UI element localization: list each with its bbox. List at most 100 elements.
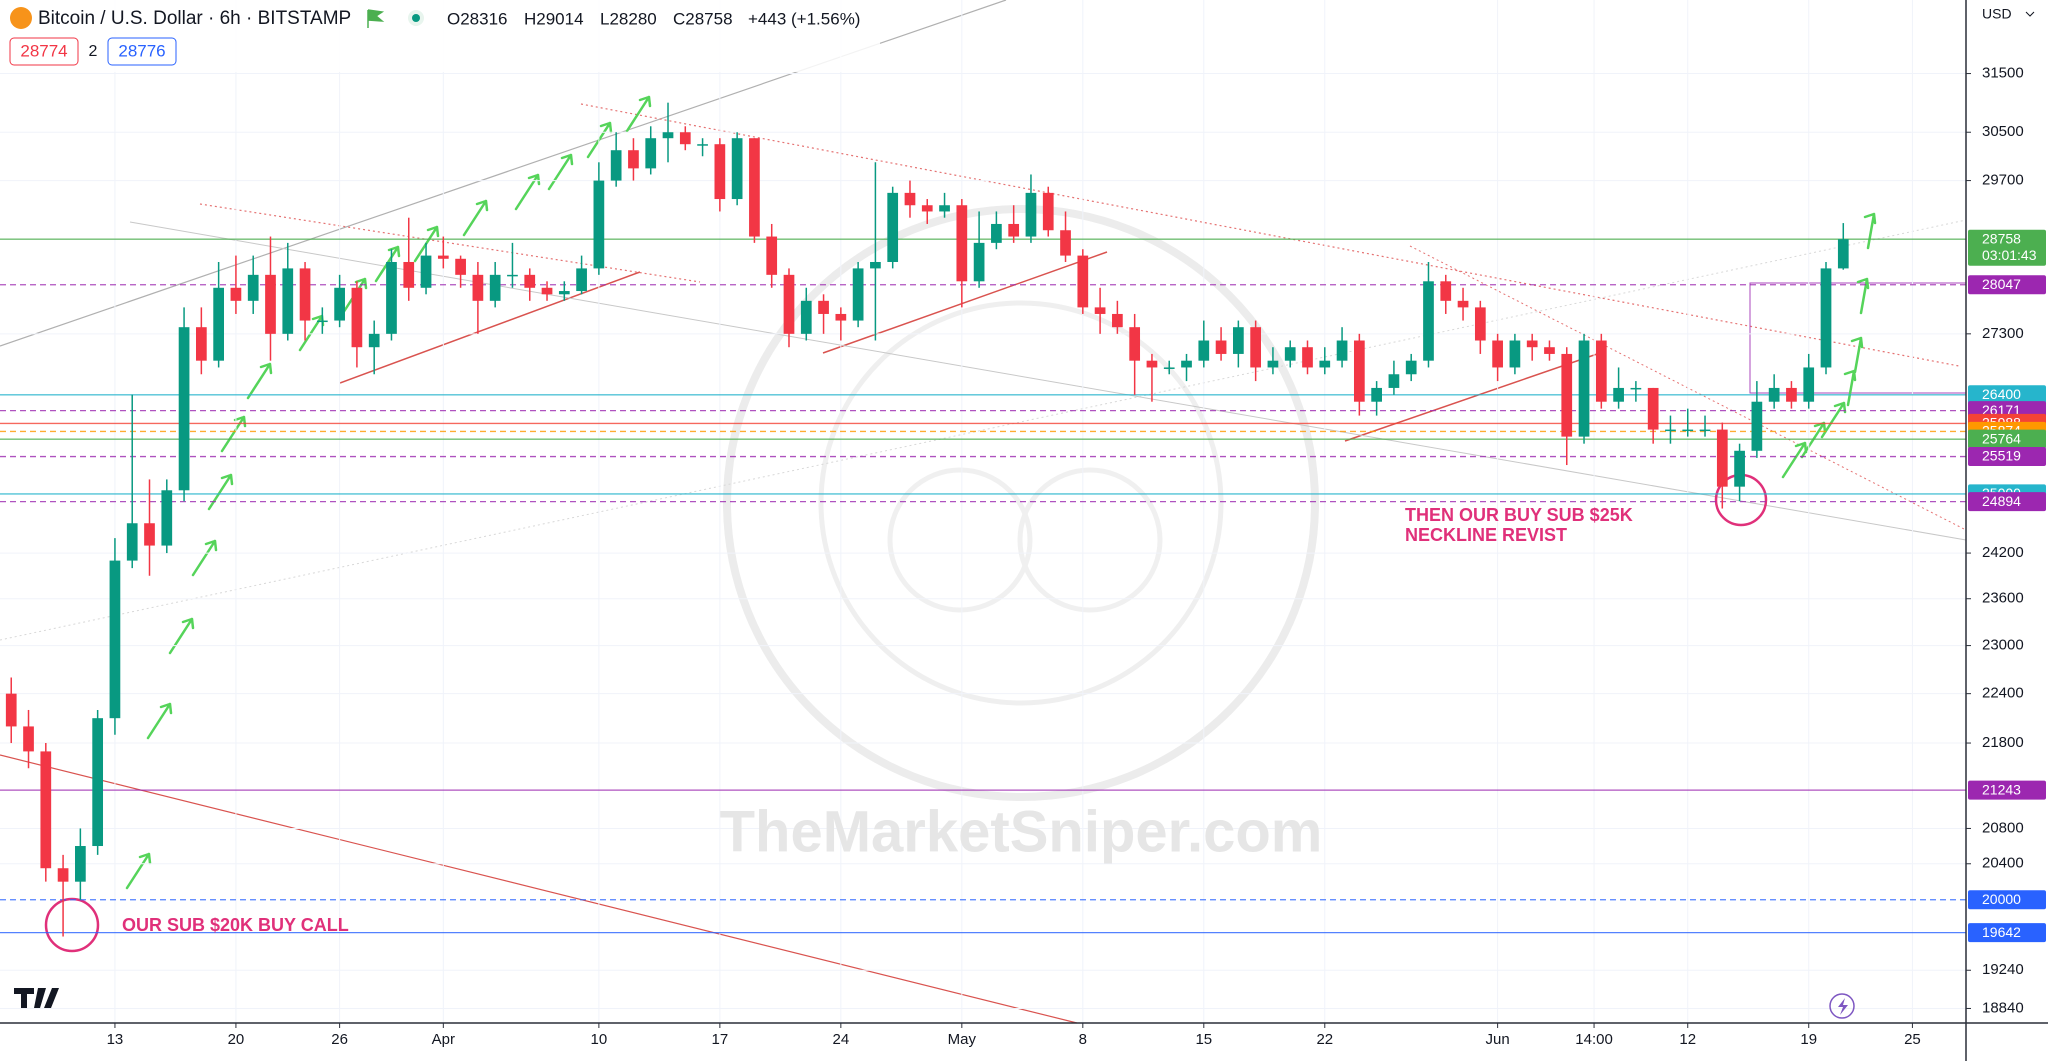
candle-body bbox=[351, 287, 363, 348]
candle-body bbox=[1198, 340, 1210, 361]
arrow bbox=[207, 473, 234, 511]
candle-body bbox=[1129, 327, 1141, 361]
price-label: 26400 bbox=[1982, 386, 2021, 402]
price-label: 26171 bbox=[1982, 402, 2021, 418]
watermark-ring bbox=[723, 205, 1319, 801]
currency-label[interactable]: USD bbox=[1982, 6, 2012, 22]
arrow bbox=[586, 121, 613, 159]
candle-body bbox=[1336, 340, 1348, 361]
arrow bbox=[1843, 369, 1857, 407]
y-tick-label: 22400 bbox=[1982, 685, 2024, 702]
candle-body bbox=[1474, 307, 1486, 341]
currency-caret[interactable] bbox=[2025, 11, 2035, 17]
x-tick-label: 20 bbox=[228, 1031, 245, 1048]
candle-body bbox=[1181, 360, 1192, 368]
watermark-ring bbox=[818, 300, 1224, 706]
candle-body bbox=[1163, 367, 1175, 369]
candle-body bbox=[1820, 268, 1832, 368]
x-tick-label: 19 bbox=[1800, 1031, 1817, 1048]
candle-body bbox=[749, 138, 760, 237]
candle-body bbox=[92, 718, 104, 847]
y-tick-label: 19240 bbox=[1982, 961, 2024, 978]
bid-button[interactable] bbox=[9, 37, 79, 66]
candle-body bbox=[921, 205, 933, 212]
candle-body bbox=[1768, 387, 1780, 402]
candle-body bbox=[1544, 347, 1555, 354]
candle-body bbox=[558, 291, 570, 295]
candle-body bbox=[316, 320, 328, 323]
candle-body bbox=[195, 327, 207, 361]
candle-body bbox=[1526, 340, 1538, 348]
candle-body bbox=[1578, 340, 1590, 437]
candle-body bbox=[1284, 347, 1296, 361]
price-label-bg bbox=[1968, 780, 2046, 800]
candle-body bbox=[1319, 360, 1331, 368]
candle-body bbox=[144, 523, 155, 546]
status-icon bbox=[412, 14, 420, 22]
arrow bbox=[146, 702, 173, 740]
y-tick-label: 31500 bbox=[1982, 65, 2024, 82]
arrow bbox=[191, 539, 218, 577]
y-tick-label: 23000 bbox=[1982, 637, 2024, 654]
candle-body bbox=[1699, 429, 1711, 432]
candle-body bbox=[1233, 327, 1244, 354]
trend-line bbox=[822, 251, 1108, 354]
price-label-bg bbox=[1968, 229, 2046, 266]
tv-logo[interactable] bbox=[14, 988, 59, 1008]
price-label-bg bbox=[1968, 275, 2046, 295]
candle-body bbox=[662, 132, 674, 139]
candle-body bbox=[628, 150, 639, 169]
candle-body bbox=[420, 255, 432, 288]
candle-body bbox=[247, 274, 259, 301]
arrow bbox=[220, 415, 247, 453]
trend-line bbox=[199, 203, 701, 283]
y-tick-label: 18840 bbox=[1982, 999, 2024, 1016]
ask-price: 28776 bbox=[118, 41, 165, 60]
y-tick-label: 30500 bbox=[1982, 123, 2024, 140]
lightning-button[interactable] bbox=[1829, 993, 1855, 1019]
y-tick-label: 24200 bbox=[1982, 544, 2024, 561]
candle-body bbox=[904, 192, 916, 206]
watermark-ring bbox=[887, 467, 1033, 613]
x-tick-label: 22 bbox=[1316, 1031, 1333, 1048]
candle-body bbox=[1786, 387, 1797, 402]
price-label-bg bbox=[1968, 890, 2046, 910]
candle-body bbox=[1613, 387, 1624, 402]
trend-line bbox=[0, 754, 1078, 1024]
candle-body bbox=[1682, 429, 1694, 432]
candle-body bbox=[265, 274, 276, 334]
candle-body bbox=[1595, 340, 1607, 402]
ohlc-change: +443 (+1.56%) bbox=[748, 9, 860, 28]
candle-body bbox=[1665, 429, 1676, 432]
candle-body bbox=[870, 261, 881, 269]
candle-body bbox=[282, 268, 294, 334]
price-label: 25764 bbox=[1982, 430, 2021, 446]
ohlc-high: H29014 bbox=[524, 9, 584, 28]
x-tick-label: Apr bbox=[432, 1031, 455, 1048]
ohlc-low: L28280 bbox=[600, 9, 657, 28]
candle-body bbox=[40, 751, 52, 869]
candle-body bbox=[697, 144, 708, 146]
candle-body bbox=[1267, 360, 1279, 368]
drawings bbox=[0, 0, 1967, 1024]
y-tick-label: 23600 bbox=[1982, 590, 2024, 607]
x-tick-label: 14:00 bbox=[1575, 1031, 1613, 1048]
y-tick-label: 27300 bbox=[1982, 325, 2024, 342]
arrow bbox=[1800, 421, 1827, 459]
price-label-bg bbox=[1968, 923, 2046, 943]
trend-line bbox=[339, 271, 641, 384]
candles bbox=[5, 102, 1849, 937]
candle-body bbox=[818, 300, 829, 314]
ask-button[interactable] bbox=[107, 37, 177, 66]
price-label: 24894 bbox=[1982, 493, 2021, 509]
candle-body bbox=[1094, 307, 1106, 314]
candle-body bbox=[645, 138, 657, 169]
flag-icon[interactable] bbox=[367, 9, 385, 28]
candle-body bbox=[800, 300, 812, 334]
arrow bbox=[246, 362, 273, 400]
candle-body bbox=[507, 274, 518, 277]
symbol-title[interactable]: Bitcoin / U.S. Dollar · 6h · BITSTAMP bbox=[38, 8, 351, 29]
ohlc-open: O28316 bbox=[447, 9, 508, 28]
candle-body bbox=[1630, 387, 1642, 390]
